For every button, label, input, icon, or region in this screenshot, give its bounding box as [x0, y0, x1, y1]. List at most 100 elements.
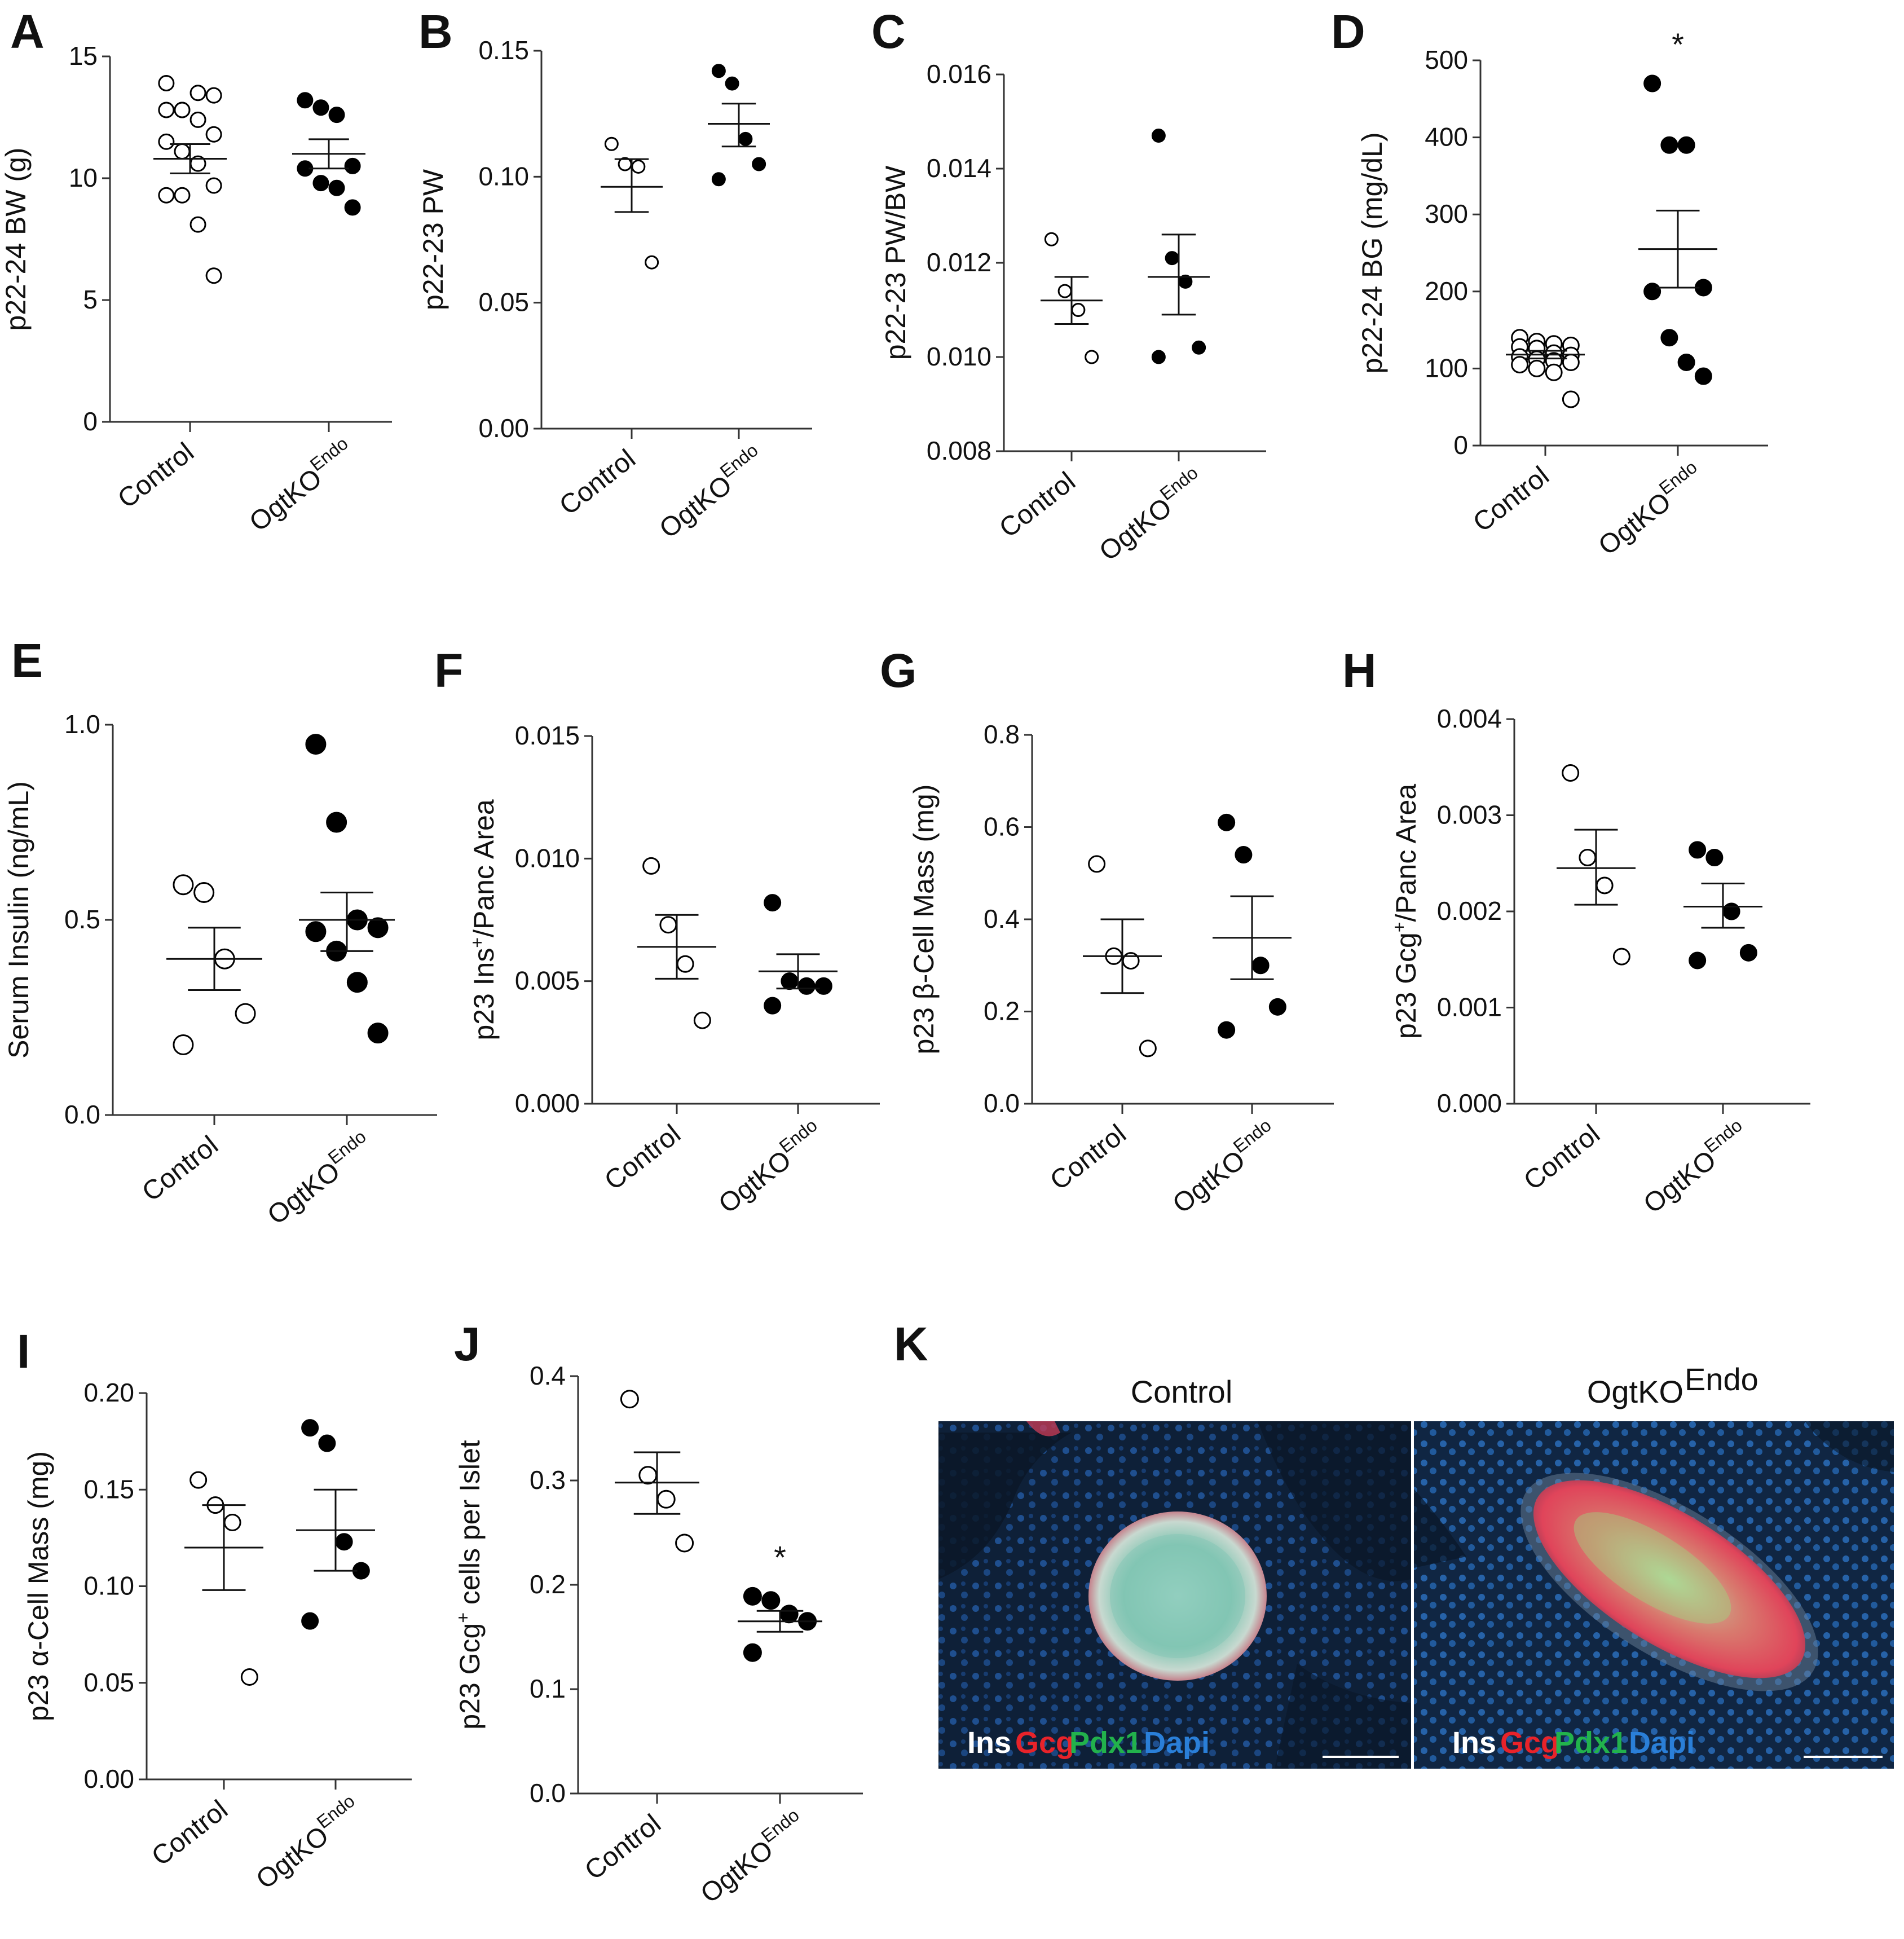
data-point-ogtko [1268, 998, 1286, 1016]
x-tick-label-ogtko: OgtKOEndo [692, 1805, 812, 1909]
y-tick-label: 0.004 [1437, 704, 1502, 733]
stain-label-dapi-ko: Dapi [1629, 1726, 1695, 1760]
x-tick-label-control: Control [994, 466, 1081, 544]
y-tick-label: 0.0 [64, 1100, 100, 1129]
data-point-control [158, 187, 175, 204]
data-point-control [158, 102, 175, 118]
data-point-control [235, 1003, 256, 1024]
y-tick-label: 0.05 [83, 1668, 134, 1697]
y-tick-label: 100 [1425, 353, 1468, 382]
data-point-control [1562, 353, 1580, 371]
panel-k-micrograph: K Control OgtKO Endo [894, 1317, 1894, 1769]
y-axis-label: p23 α-Cell Mass (mg) [23, 1451, 54, 1721]
y-tick-label: 0.10 [83, 1571, 134, 1601]
data-point-ogtko [761, 1591, 781, 1610]
panel-h-chart: H 0.000 0.001 0.002 0.003 0.004 p23 Gcg+/Panc … [1342, 644, 1810, 1219]
data-point-ogtko [367, 1023, 389, 1044]
y-tick-label: 0.010 [927, 342, 991, 371]
data-point-control [675, 1533, 694, 1553]
panel-e-chart: E 0.0 0.5 1.0 Serum Insulin (ng/mL) Control Og… [3, 634, 437, 1231]
data-point-control [1579, 849, 1597, 867]
y-tick-label: 0.0 [530, 1778, 566, 1808]
panel-letter-j: J [454, 1317, 481, 1370]
y-tick-label: 0.15 [478, 36, 529, 65]
stain-label-gcg-ko: Gcg [1500, 1726, 1559, 1760]
y-tick-label: 0.4 [530, 1361, 566, 1390]
data-point-control [659, 916, 677, 934]
significance-marker: * [1672, 27, 1684, 62]
y-tick-label: 0 [1453, 430, 1468, 460]
x-tick-label-control: Control [599, 1119, 686, 1196]
y-axis-label: p22-24 BG (mg/dL) [1356, 133, 1388, 374]
data-point-control [1071, 303, 1086, 317]
y-tick-label: 15 [69, 41, 98, 70]
y-tick-label: 0.000 [515, 1089, 580, 1118]
x-tick-label-control: Control [136, 1130, 224, 1208]
data-point-control [240, 1668, 258, 1686]
y-tick-label: 0.012 [927, 248, 991, 277]
data-point-control [158, 75, 175, 92]
data-point-control [174, 187, 191, 204]
x-tick-label-ogtko: OgtKOEndo [1590, 457, 1710, 561]
y-tick-label: 0.0 [984, 1089, 1020, 1118]
data-point-ogtko [1660, 329, 1678, 347]
panel-c-chart: C 0.008 0.010 0.012 0.014 0.016 p22-23 PW/BW Co… [871, 5, 1266, 567]
y-axis-label-part: /Panc Area [1390, 784, 1422, 922]
data-point-ogtko [328, 107, 345, 124]
x-tick-label-control: Control [1518, 1119, 1606, 1196]
data-point-ogtko [1677, 136, 1695, 154]
data-point-control [1562, 764, 1580, 782]
data-point-ogtko [1165, 251, 1179, 266]
data-point-ogtko [1218, 1021, 1236, 1039]
data-point-control [656, 1489, 676, 1509]
x-tick-label-main: OgtKO [251, 1821, 334, 1895]
y-tick-label: 200 [1425, 276, 1468, 306]
panel-letter-d: D [1331, 5, 1365, 58]
data-point-control [1122, 952, 1140, 970]
data-point-ogtko [1643, 74, 1661, 92]
y-tick-label: 0.005 [515, 966, 580, 995]
y-tick-label: 400 [1425, 122, 1468, 152]
y-tick-label: 0.20 [83, 1378, 134, 1407]
y-axis-label-superscript: + [1389, 922, 1409, 932]
data-point-control [205, 177, 222, 194]
data-point-ogtko [312, 175, 329, 192]
data-point-control [1088, 855, 1106, 873]
data-point-ogtko [1251, 957, 1270, 975]
data-point-ogtko [781, 972, 799, 990]
x-tick-label-main: OgtKO [1593, 487, 1677, 561]
y-tick-label: 0.014 [927, 153, 991, 183]
y-axis-label: p23 Gcg+/Panc Area [1389, 784, 1422, 1039]
y-tick-label: 0.15 [83, 1474, 134, 1504]
data-point-ogtko [1218, 813, 1236, 831]
panel-letter-h: H [1342, 644, 1377, 697]
y-tick-label: 0.015 [515, 721, 580, 750]
x-tick-label-ogtko: OgtKOEndo [248, 1791, 368, 1895]
panel-letter-i: I [17, 1325, 30, 1378]
data-point-control [631, 159, 646, 174]
stain-label-pdx1: Pdx1 [1069, 1726, 1142, 1760]
data-point-ogtko [297, 92, 314, 109]
panel-d-chart: D 0 100 200 300 400 500 p22-24 BG (mg/dL) Contro… [1331, 5, 1768, 561]
y-axis-label: p22-23 PW [417, 169, 449, 310]
panel-i-chart: I 0.00 0.05 0.10 0.15 0.20 p23 α-Cell Mass (mg… [17, 1325, 412, 1895]
data-point-ogtko [344, 199, 361, 216]
data-point-control [223, 1513, 241, 1531]
stain-label-dapi: Dapi [1144, 1726, 1210, 1760]
data-point-ogtko [301, 1419, 319, 1437]
y-tick-label: 0.000 [1437, 1089, 1502, 1118]
data-point-control [189, 216, 206, 233]
data-point-control [205, 87, 222, 104]
y-tick-label: 0.010 [515, 843, 580, 872]
y-tick-label: 0.6 [984, 812, 1020, 841]
micrograph-ko-title-superscript: Endo [1685, 1361, 1758, 1397]
panel-letter-c: C [871, 5, 906, 58]
data-point-control [1044, 232, 1059, 246]
data-point-ogtko [711, 172, 726, 187]
y-tick-label: 0.016 [927, 59, 991, 89]
data-point-control [1562, 390, 1580, 408]
x-tick-label-control: Control [112, 437, 200, 514]
y-axis-label-part: p23 Gcg [454, 1623, 486, 1730]
y-axis-label-part: /Panc Area [468, 799, 500, 937]
